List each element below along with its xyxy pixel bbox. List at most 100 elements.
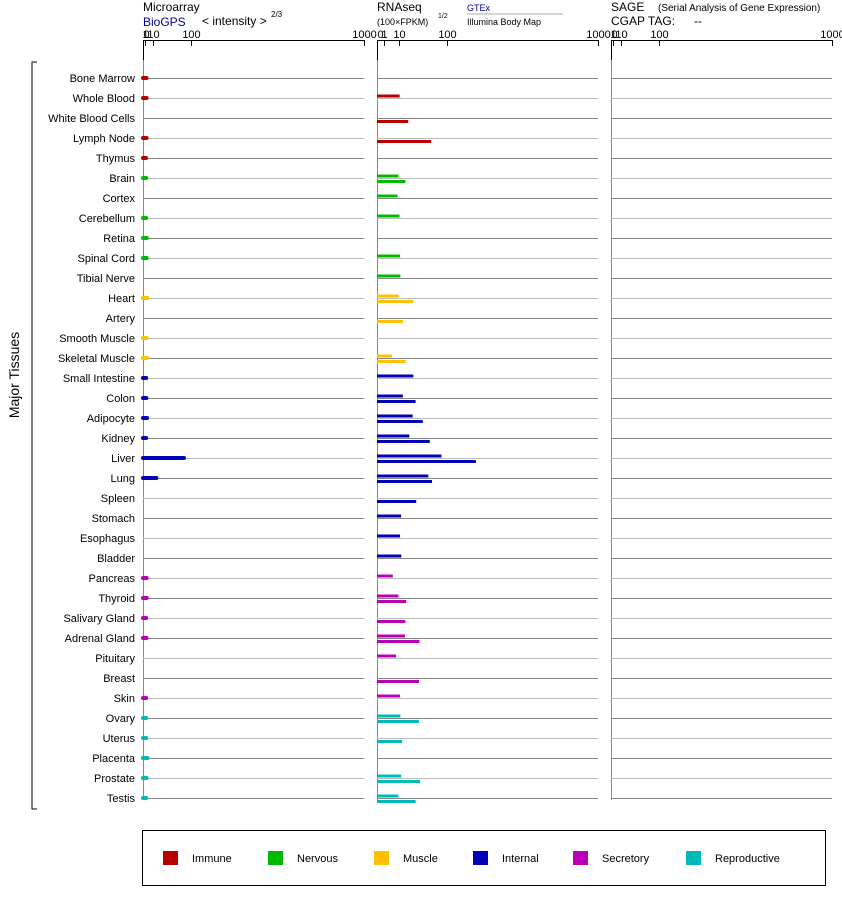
- legend-label-muscle: Muscle: [403, 853, 438, 865]
- illumina-bar: [377, 300, 414, 303]
- tissue-label: Bladder: [97, 553, 135, 565]
- legend-label-internal: Internal: [502, 853, 539, 865]
- tissue-label: Skeletal Muscle: [58, 353, 135, 365]
- gtex-bar: [377, 714, 401, 718]
- legend-label-nervous: Nervous: [297, 853, 338, 865]
- microarray-scale-label: < intensity >: [202, 14, 267, 28]
- tissue-label: Esophagus: [80, 533, 136, 545]
- gtex-bar: [377, 454, 442, 458]
- tissue-label: Retina: [103, 233, 136, 245]
- major-tissues-label: Major Tissues: [6, 332, 22, 418]
- tissue-label: Lung: [111, 473, 135, 485]
- rnaseq-scale-label: (100×FPKM): [377, 17, 428, 27]
- legend-swatch-secretory: [573, 851, 588, 865]
- tissue-label: Placenta: [92, 753, 136, 765]
- illumina-bar: [377, 180, 406, 183]
- gtex-bar: [377, 214, 400, 218]
- rnaseq-tick-label: 10: [393, 29, 405, 41]
- legend-swatch-muscle: [374, 851, 389, 865]
- rnaseq-tick-label: 1: [381, 29, 387, 41]
- legend-swatch-internal: [473, 851, 488, 865]
- tissue-label: White Blood Cells: [48, 113, 135, 125]
- illumina-bar: [377, 600, 407, 603]
- rnaseq-tick-label: 1000: [586, 29, 610, 41]
- illumina-bar: [377, 480, 433, 483]
- gtex-bar: [377, 354, 392, 358]
- tissue-label: Tibial Nerve: [77, 273, 135, 285]
- illumina-bar: [377, 460, 476, 463]
- tissue-label: Spinal Cord: [78, 253, 135, 265]
- legend-label-reproductive: Reproductive: [715, 853, 780, 865]
- gtex-bar: [377, 654, 397, 658]
- sage-tick-label: 100: [650, 29, 668, 41]
- gtex-bar: [377, 174, 399, 178]
- biogps-link[interactable]: BioGPS: [143, 15, 186, 29]
- tissue-label: Uterus: [103, 733, 136, 745]
- legend-swatch-immune: [163, 851, 178, 865]
- gtex-bar: [377, 414, 413, 418]
- illumina-bar: [377, 800, 416, 803]
- cgap-tag-value: --: [694, 14, 702, 28]
- microarray-scale-exponent: 2/3: [271, 10, 283, 19]
- gtex-bar: [377, 694, 401, 698]
- illumina-bar: [377, 140, 432, 143]
- gtex-bar: [377, 554, 402, 558]
- tissue-label: Whole Blood: [73, 93, 135, 105]
- gtex-bar: [377, 594, 399, 598]
- gtex-bar: [377, 514, 402, 518]
- gtex-bar: [377, 774, 402, 778]
- gtex-bar: [377, 534, 401, 538]
- microarray-tick-label: 10: [147, 29, 159, 41]
- tissue-label: Pituitary: [95, 653, 135, 665]
- gtex-bar: [377, 254, 400, 258]
- rnaseq-title: RNAseq: [377, 0, 422, 14]
- legend-label-immune: Immune: [192, 853, 232, 865]
- tissue-label: Prostate: [94, 773, 135, 785]
- tissue-label: Lymph Node: [73, 133, 135, 145]
- gtex-bar: [377, 294, 399, 298]
- illumina-bar: [377, 720, 419, 723]
- major-tissues-bracket: [31, 61, 37, 810]
- sage-tick-label: 1000: [820, 29, 842, 41]
- illumina-bar: [377, 500, 417, 503]
- gtex-bar: [377, 194, 398, 198]
- illumina-bar: [377, 420, 423, 423]
- tissue-label: Small Intestine: [63, 373, 135, 385]
- legend-label-secretory: Secretory: [602, 853, 650, 865]
- sage-tick-label: 10: [615, 29, 627, 41]
- illumina-bar: [377, 640, 420, 643]
- gtex-link[interactable]: GTEx: [467, 3, 491, 13]
- tissue-label: Smooth Muscle: [59, 333, 135, 345]
- legend-swatch-reproductive: [686, 851, 701, 865]
- illumina-label: Illumina Body Map: [467, 17, 541, 27]
- tissue-label: Bone Marrow: [70, 73, 135, 85]
- microarray-title: Microarray: [143, 0, 200, 14]
- gtex-bar: [377, 274, 401, 278]
- gtex-bar: [377, 634, 405, 638]
- tissue-label: Cortex: [103, 193, 136, 205]
- tissue-label: Brain: [109, 173, 135, 185]
- sage-subtitle: (Serial Analysis of Gene Expression): [658, 3, 820, 14]
- cgap-tag-label: CGAP TAG:: [611, 14, 675, 28]
- tissue-label: Ovary: [106, 713, 136, 725]
- tissue-label: Liver: [111, 453, 135, 465]
- tissue-label: Kidney: [101, 433, 135, 445]
- microarray-tick-label: 100: [182, 29, 200, 41]
- tissue-label: Thyroid: [98, 593, 135, 605]
- gtex-bar: [377, 394, 403, 398]
- tissue-label: Breast: [103, 673, 135, 685]
- illumina-bar: [377, 400, 416, 403]
- illumina-bar: [377, 740, 403, 743]
- tissue-label: Spleen: [101, 493, 135, 505]
- tissue-label: Pancreas: [89, 573, 136, 585]
- sage-title: SAGE: [611, 0, 644, 14]
- rnaseq-scale-exponent: 1/2: [438, 13, 448, 20]
- gtex-bar: [377, 574, 393, 578]
- tissue-label: Stomach: [92, 513, 135, 525]
- tissue-label: Artery: [106, 313, 136, 325]
- sage-tick-label: 0: [612, 29, 618, 41]
- illumina-bar: [377, 360, 406, 363]
- gtex-bar: [377, 474, 429, 478]
- microarray-tick-label: 1: [142, 29, 148, 41]
- tissue-label: Skin: [114, 693, 135, 705]
